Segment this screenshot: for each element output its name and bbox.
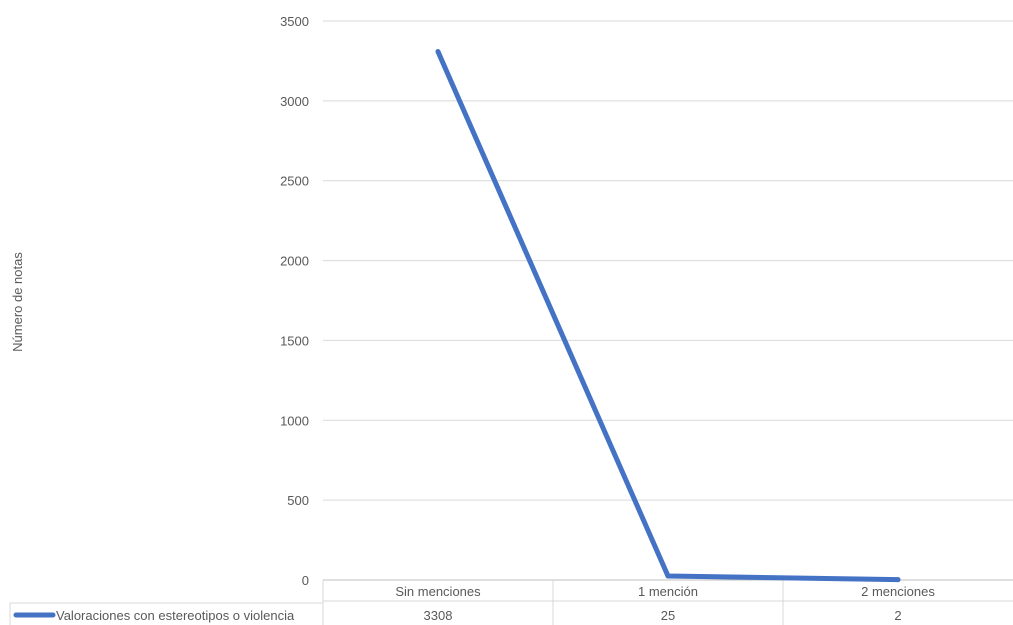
table-value: 25	[661, 608, 675, 623]
y-tick-label: 1000	[280, 413, 309, 428]
y-tick-label: 1500	[280, 333, 309, 348]
y-axis-title: Número de notas	[10, 252, 25, 352]
y-tick-label: 3000	[280, 94, 309, 109]
y-tick-label: 500	[287, 493, 309, 508]
data-point	[895, 577, 901, 583]
y-axis-ticks: 0 500 1000 1500 2000 2500 3000 3500	[280, 14, 309, 588]
x-category-label: 2 menciones	[861, 584, 935, 599]
legend-label: Valoraciones con estereotipos o violenci…	[56, 608, 295, 623]
y-tick-label: 3500	[280, 14, 309, 29]
data-point	[665, 573, 671, 579]
table-value: 2	[894, 608, 901, 623]
y-tick-label: 2500	[280, 174, 309, 189]
y-tick-label: 2000	[280, 254, 309, 269]
data-table: Sin menciones 1 mención 2 menciones Valorac…	[9, 580, 1013, 625]
x-category-label: Sin menciones	[395, 584, 481, 599]
grid-lines	[323, 20, 1013, 581]
series-lines	[435, 49, 901, 583]
data-point	[435, 49, 441, 55]
table-value: 3308	[424, 608, 453, 623]
x-category-label: 1 mención	[638, 584, 698, 599]
y-tick-label: 0	[302, 573, 309, 588]
